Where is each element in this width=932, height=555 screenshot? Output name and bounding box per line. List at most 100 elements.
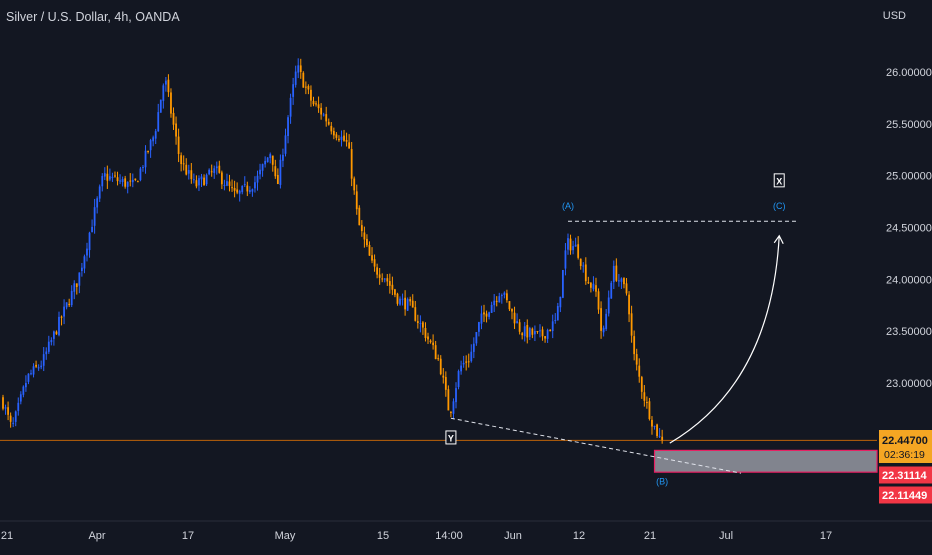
candle-body xyxy=(460,365,462,372)
candle-body xyxy=(506,293,508,301)
candle-body xyxy=(248,190,251,192)
candle-body xyxy=(70,290,73,306)
candle-body xyxy=(180,155,183,165)
last-price-badge: 22.44700 xyxy=(882,435,928,447)
candle-body xyxy=(600,308,602,331)
candle-body xyxy=(205,174,208,185)
candle-body xyxy=(236,189,239,193)
candle-body xyxy=(605,313,608,329)
projection-arrow[interactable] xyxy=(669,235,780,444)
candle-body xyxy=(203,177,205,186)
candle-body xyxy=(289,97,292,117)
candle-body xyxy=(37,367,40,369)
candle-body xyxy=(485,313,488,317)
candle-body xyxy=(411,300,414,308)
candle-body xyxy=(131,179,134,183)
candle-body xyxy=(279,159,282,185)
candle-body xyxy=(266,157,269,163)
candle-body xyxy=(343,135,345,141)
candle-body xyxy=(4,407,7,409)
candle-body xyxy=(55,331,58,335)
candle-body xyxy=(574,244,577,247)
candle-body xyxy=(238,190,241,194)
candle-body xyxy=(526,324,529,338)
candle-body xyxy=(147,150,149,152)
candle-body xyxy=(470,351,473,362)
candle-body xyxy=(9,415,12,422)
candle-body xyxy=(584,264,587,282)
candle-body xyxy=(528,327,531,337)
candle-body xyxy=(251,189,254,192)
candle-body xyxy=(164,80,167,85)
candle-body xyxy=(198,178,200,186)
candle-body xyxy=(317,104,320,109)
time-tick-label: 14:00 xyxy=(435,530,463,542)
target-range-box[interactable] xyxy=(653,449,878,473)
candle-body xyxy=(233,187,236,191)
candle-body xyxy=(656,424,658,436)
candle-body xyxy=(40,365,43,368)
candle-body xyxy=(394,289,396,295)
candle-body xyxy=(68,303,71,306)
bar-countdown: 02:36:19 xyxy=(884,449,925,461)
time-axis[interactable]: 21 Apr 17 May 15 14:00 Jun 12 21 Jul 17 xyxy=(1,530,832,542)
candle-body xyxy=(366,238,368,246)
candle-body xyxy=(651,419,653,427)
candle-body xyxy=(282,154,284,161)
candle-body xyxy=(91,226,93,233)
candle-body xyxy=(483,312,485,315)
candle-body xyxy=(465,361,468,363)
candle-body xyxy=(60,316,63,318)
y-b-trend-line[interactable] xyxy=(450,417,742,474)
candle-body xyxy=(472,343,475,352)
candle-body xyxy=(19,394,22,402)
candle-body xyxy=(327,121,330,125)
candle-body xyxy=(124,178,127,187)
last-price-badge-bg xyxy=(879,430,932,463)
candle-body xyxy=(353,178,356,191)
price-axis[interactable]: 26.00000 25.50000 25.00000 24.50000 24.00000… xyxy=(886,67,932,457)
candle-body xyxy=(108,176,111,180)
candle-body xyxy=(498,296,501,303)
candle-body xyxy=(345,140,348,142)
candle-body xyxy=(653,425,656,427)
candle-body xyxy=(42,354,45,366)
candle-body xyxy=(126,181,129,187)
candle-body xyxy=(444,377,447,390)
price-tick-label: 25.00000 xyxy=(886,171,932,183)
candle-body xyxy=(495,300,498,302)
candles-group xyxy=(2,58,664,444)
candle-body xyxy=(610,282,613,299)
candle-body xyxy=(162,85,165,101)
candle-body xyxy=(254,182,256,189)
candle-body xyxy=(424,328,427,338)
candle-body xyxy=(556,306,559,321)
candle-body xyxy=(215,166,218,169)
candle-body xyxy=(182,163,185,165)
candle-body xyxy=(78,272,81,286)
price-tick-label: 23.00000 xyxy=(886,378,932,390)
candle-body xyxy=(544,336,546,339)
candle-body xyxy=(136,181,139,183)
candle-body xyxy=(185,164,188,175)
candle-body xyxy=(447,389,450,411)
candle-body xyxy=(208,169,211,175)
candle-body xyxy=(419,323,422,325)
candle-body xyxy=(371,255,373,261)
candle-body xyxy=(332,130,335,136)
candle-body xyxy=(53,331,55,339)
range-high-badge-bg xyxy=(879,466,932,484)
candle-body xyxy=(539,330,541,332)
range-low-badge: 22.11449 xyxy=(882,490,927,502)
candle-body xyxy=(200,176,203,180)
candle-body xyxy=(551,321,554,332)
candle-body xyxy=(376,267,379,275)
candle-body xyxy=(643,392,646,401)
candle-body xyxy=(442,375,445,378)
candle-body xyxy=(467,361,470,363)
candle-body xyxy=(437,358,440,360)
candle-body xyxy=(536,330,539,332)
candle-body xyxy=(101,176,104,187)
